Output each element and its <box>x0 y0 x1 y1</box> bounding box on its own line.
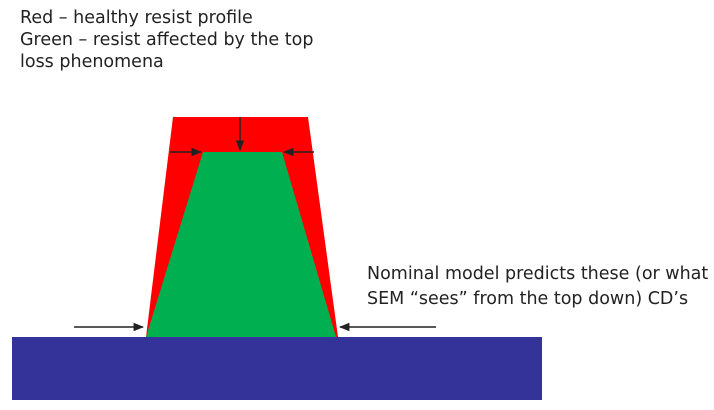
cd-annotation-line2: SEM “sees” from the top down) CD’s <box>367 289 689 309</box>
cd-annotation: Nominal model predicts these (or what SE… <box>367 262 708 312</box>
cd-annotation-line1: Nominal model predicts these (or what <box>367 264 709 284</box>
legend-green-label-cont: loss phenomena <box>20 52 164 72</box>
legend: Red – healthy resist profile Green – res… <box>20 7 313 73</box>
legend-green-label: Green – resist affected by the top <box>20 30 314 50</box>
affected-resist-profile <box>146 152 336 337</box>
substrate <box>12 337 542 400</box>
legend-red-label: Red – healthy resist profile <box>20 8 253 28</box>
